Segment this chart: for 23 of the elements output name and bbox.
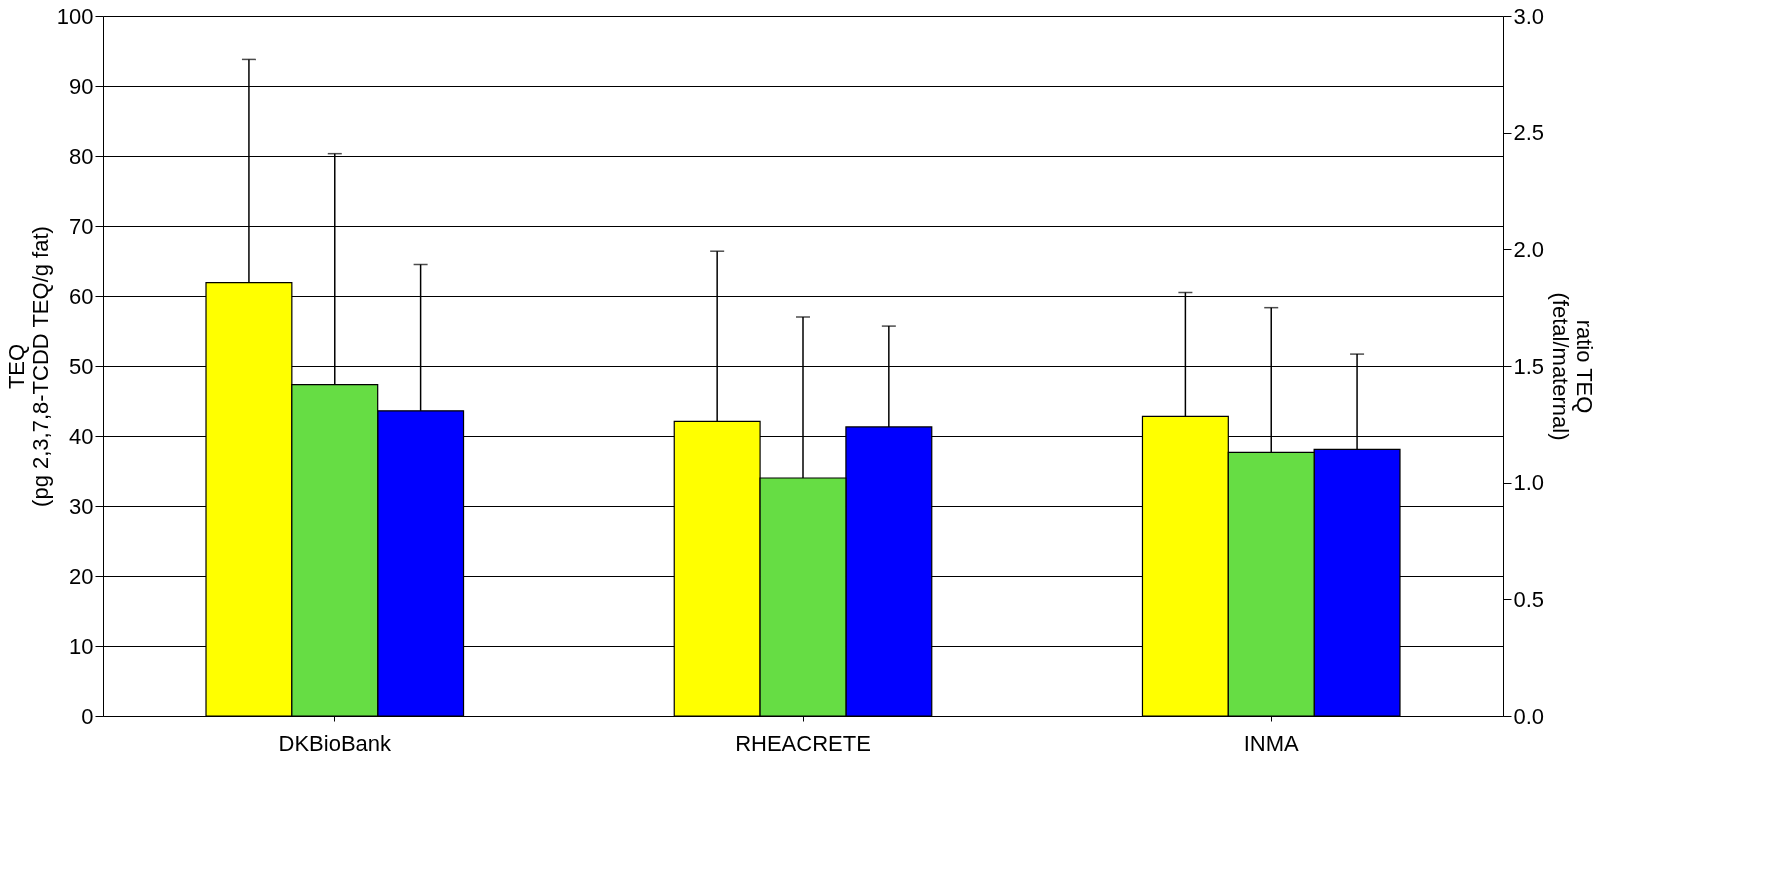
y2-tick-label: 2.5	[1513, 120, 1545, 146]
y2-axis-title: ratio TEQ (fetal/maternal)	[1548, 292, 1598, 441]
y-axis-title: TEQ (pg 2,3,7,8-TCDD TEQ/g fat)	[3, 226, 53, 507]
y2-tick-label: 0.5	[1513, 586, 1545, 612]
y-tick-label: 90	[69, 73, 94, 99]
y-tick-label: 40	[69, 423, 94, 449]
y-tick-label: 100	[56, 3, 94, 29]
y-tick-label: 20	[69, 563, 94, 589]
y2-tick-label: 2.0	[1513, 236, 1545, 262]
y-tick-label: 0	[81, 703, 94, 729]
y-tick-label: 60	[69, 283, 94, 309]
y-tick-label: 70	[69, 213, 94, 239]
y-tick-label: 50	[69, 353, 94, 379]
y-tick-label: 10	[69, 633, 94, 659]
x-tick-label: DKBioBank	[278, 730, 393, 756]
y2-tick-label: 0.0	[1513, 703, 1545, 729]
x-tick-label: RHEACRETE	[735, 730, 871, 756]
y-tick-label: 30	[69, 493, 94, 519]
y2-tick-label: 1.5	[1513, 353, 1545, 379]
y-tick-label: 80	[69, 143, 94, 169]
x-tick-label: INMA	[1243, 730, 1300, 756]
y2-tick-label: 1.0	[1513, 470, 1545, 496]
y2-tick-label: 3.0	[1513, 3, 1545, 29]
